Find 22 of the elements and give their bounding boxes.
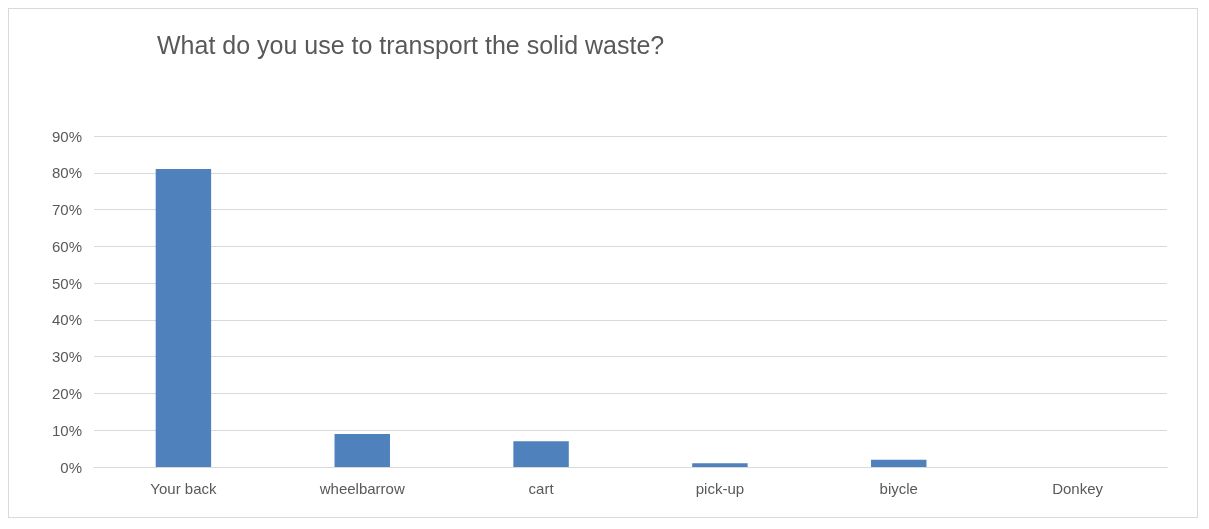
y-tick-label: 50% bbox=[51, 274, 82, 292]
chart-title: What do you use to transport the solid waste? bbox=[157, 30, 665, 59]
y-tick-label: 30% bbox=[51, 348, 82, 366]
y-tick-label: 90% bbox=[51, 127, 82, 145]
y-tick-label: 70% bbox=[51, 201, 82, 219]
y-tick-label: 80% bbox=[51, 164, 82, 182]
bar bbox=[692, 463, 748, 467]
bar bbox=[155, 169, 212, 467]
x-tick-label: cart bbox=[528, 480, 555, 497]
bar bbox=[334, 433, 390, 467]
x-tick-label: Donkey bbox=[1052, 480, 1104, 497]
bar bbox=[871, 459, 927, 467]
y-tick-label: 20% bbox=[51, 384, 82, 402]
y-tick-label: 10% bbox=[51, 421, 82, 439]
x-tick-label: wheelbarrow bbox=[318, 480, 405, 497]
x-tick-label: pick-up bbox=[695, 480, 745, 497]
x-tick-label: Your back bbox=[150, 480, 217, 497]
y-tick-label: 0% bbox=[60, 458, 82, 476]
y-tick-label: 40% bbox=[51, 311, 82, 329]
bar bbox=[513, 441, 569, 467]
y-tick-label: 60% bbox=[51, 237, 82, 255]
x-tick-label: biycle bbox=[879, 480, 918, 497]
